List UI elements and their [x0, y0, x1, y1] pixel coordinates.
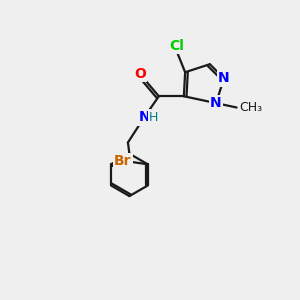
Text: Cl: Cl	[169, 39, 184, 53]
Text: Br: Br	[114, 154, 131, 168]
Text: CH₃: CH₃	[239, 101, 262, 114]
Text: N: N	[218, 71, 230, 85]
Text: H: H	[149, 111, 158, 124]
Text: N: N	[138, 110, 150, 124]
Text: O: O	[134, 67, 146, 81]
Text: N: N	[210, 96, 222, 110]
